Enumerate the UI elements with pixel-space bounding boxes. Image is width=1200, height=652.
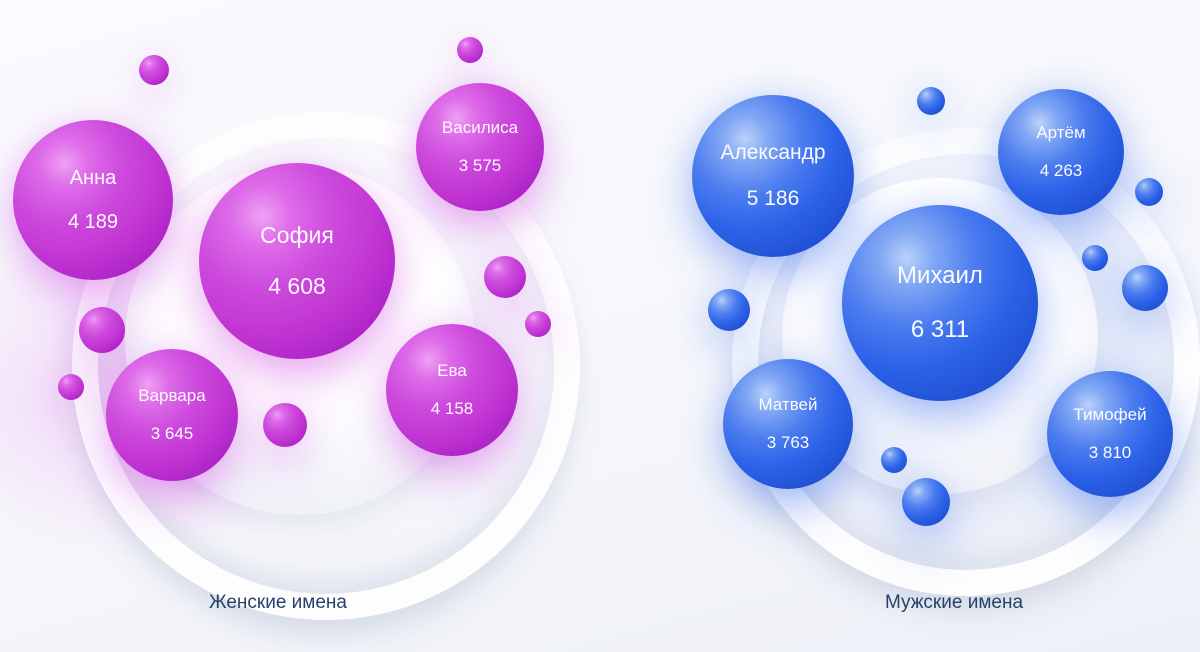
bubble-matvey[interactable]: Матвей 3 763 (723, 359, 853, 489)
bubble-value: 3 763 (766, 432, 810, 452)
bubble-value: 4 158 (430, 398, 474, 418)
decor-bubble (881, 447, 907, 473)
bubble-vasilisa[interactable]: Василиса 3 575 (416, 83, 544, 211)
decor-bubble (457, 37, 483, 63)
decor-bubble (917, 87, 945, 115)
bubble-value: 6 311 (910, 315, 970, 343)
bubble-value: 5 186 (746, 187, 800, 211)
bubble-value: 3 575 (458, 155, 502, 175)
bubble-mikhail[interactable]: Михаил 6 311 (842, 205, 1038, 401)
male-group-caption: Мужские имена (884, 592, 1024, 613)
decor-bubble (902, 478, 950, 526)
bubble-name: Тимофей (1073, 405, 1147, 425)
bubble-name: Александр (720, 140, 826, 164)
bubble-sofia[interactable]: София 4 608 (199, 163, 395, 359)
decor-bubble (1082, 245, 1108, 271)
bubble-name: Варвара (138, 386, 206, 406)
bubble-artyom[interactable]: Артём 4 263 (998, 89, 1124, 215)
decor-bubble (708, 289, 750, 331)
decor-bubble (1135, 178, 1163, 206)
bubble-aleksandr[interactable]: Александр 5 186 (692, 95, 854, 257)
bubble-value: 3 810 (1088, 442, 1132, 462)
bubble-value: 4 189 (67, 210, 119, 233)
bubble-timofey[interactable]: Тимофей 3 810 (1047, 371, 1173, 497)
female-group-caption: Женские имена (209, 592, 347, 613)
bubble-name: Василиса (441, 118, 519, 138)
decor-bubble (1122, 265, 1168, 311)
decor-bubble (263, 403, 307, 447)
bubble-value: 3 645 (150, 423, 194, 443)
bubble-value: 4 263 (1039, 160, 1083, 180)
bubble-name: Ева (437, 361, 467, 381)
decor-bubble (139, 55, 169, 85)
bubble-name: Артём (1036, 123, 1086, 143)
decor-bubble (484, 256, 526, 298)
bubble-name: Анна (69, 166, 117, 189)
bubble-value: 4 608 (268, 273, 326, 300)
decor-bubble (79, 307, 125, 353)
bubble-anna[interactable]: Анна 4 189 (13, 120, 173, 280)
bubble-name: София (260, 221, 334, 248)
bubble-eva[interactable]: Ева 4 158 (386, 324, 518, 456)
bubble-name: Михаил (897, 262, 983, 290)
bubble-varvara[interactable]: Варвара 3 645 (106, 349, 238, 481)
bubble-name: Матвей (758, 395, 818, 415)
decor-bubble (525, 311, 551, 337)
decor-bubble (58, 374, 84, 400)
